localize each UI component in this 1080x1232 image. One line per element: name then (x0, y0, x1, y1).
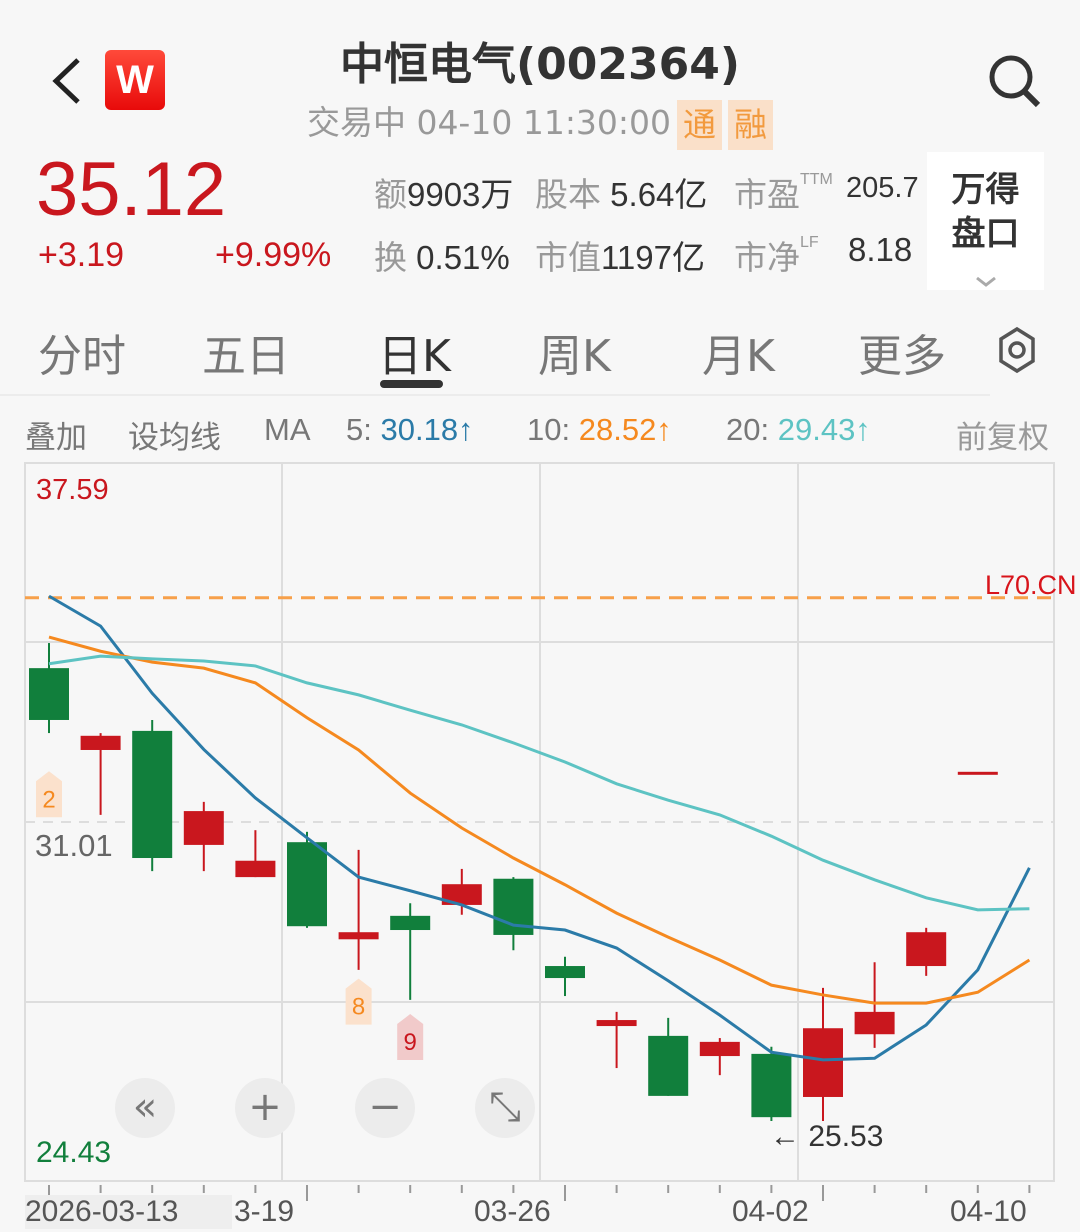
event-marker-badge (397, 1014, 424, 1061)
trading-status: 交易中 04-10 11:30:00 通融 (0, 96, 1080, 150)
candle-up (957, 771, 998, 775)
stat-pe-value: 205.7 (846, 172, 919, 204)
x-label: 04-02 (732, 1195, 809, 1228)
candle-down (132, 730, 173, 859)
price-change: +3.19 (38, 236, 125, 274)
stat-market-cap: 市值1197亿 (535, 239, 705, 276)
candle-up (596, 1020, 637, 1027)
event-marker-label: 9 (404, 1029, 417, 1056)
stat-pe: 市盈TTM (734, 171, 833, 213)
candle-up (338, 932, 379, 940)
status-text: 交易中 04-10 11:30:00 (306, 103, 672, 142)
min-price-label: 24.43 (36, 1136, 112, 1169)
max-price-label: 37.59 (36, 474, 109, 506)
divider (0, 394, 990, 396)
candle-down (648, 1035, 689, 1096)
stat-shares: 股本 5.64亿 (535, 176, 708, 213)
wind-logo[interactable]: W (105, 50, 165, 110)
tab-five-day[interactable]: 五日 (202, 331, 290, 382)
chevron-down-icon (975, 276, 996, 287)
ma-line-ma10 (48, 635, 1031, 1005)
zoom-out-button[interactable]: − (355, 1078, 415, 1138)
overlay-button[interactable]: 叠加 (25, 420, 87, 455)
candle-down (751, 1053, 792, 1118)
x-label: 04-10 (950, 1195, 1027, 1228)
low-marker: ← 25.53 (770, 1120, 884, 1153)
candle-down (287, 842, 327, 927)
tab-indicator (380, 380, 443, 388)
candle-down (29, 668, 69, 720)
mid-price-label: 31.01 (35, 828, 113, 863)
page-title: 中恒电气(002364) (340, 39, 740, 90)
candle-up (441, 884, 482, 905)
ma-line-ma5 (48, 594, 1031, 1062)
ma-line-ma20 (48, 654, 1030, 912)
stat-turnover: 换 0.51% (374, 239, 510, 276)
tag-rong[interactable]: 融 (728, 99, 774, 150)
tab-monthly-k[interactable]: 月K (702, 331, 775, 382)
ma20-readout: 20: 29.43↑ (726, 412, 871, 447)
search-icon[interactable] (986, 52, 1044, 110)
wind-pankou-button[interactable]: 万得 盘口 (927, 152, 1044, 290)
settings-icon[interactable] (996, 326, 1038, 374)
x-label-start: 2026-03-13 (25, 1195, 232, 1229)
candle-up (699, 1041, 740, 1057)
candle-up (183, 811, 224, 845)
stat-amount: 额9903万 (374, 176, 514, 213)
fullscreen-button[interactable]: ⤡ (475, 1078, 535, 1138)
back-icon[interactable] (50, 56, 84, 106)
set-ma-button[interactable]: 设均线 (128, 420, 221, 455)
candle-up (854, 1011, 895, 1035)
tab-intraday[interactable]: 分时 (38, 331, 126, 382)
tab-daily-k[interactable]: 日K (378, 331, 451, 382)
x-label: 3-19 (234, 1195, 295, 1228)
scroll-left-button[interactable]: « (115, 1078, 175, 1138)
candle-down (390, 915, 431, 931)
event-marker-badge (36, 771, 62, 818)
ma-label: MA (264, 412, 311, 447)
stat-pb: 市净LF (734, 234, 819, 276)
event-marker-label: 8 (352, 994, 365, 1021)
tag-tong[interactable]: 通 (677, 99, 723, 150)
candle-up (906, 932, 947, 967)
candle-up (235, 860, 276, 878)
ma5-readout: 5: 30.18↑ (346, 412, 474, 447)
tab-more[interactable]: 更多 (858, 331, 946, 382)
ma10-readout: 10: 28.52↑ (527, 412, 672, 447)
candle-up (803, 1028, 843, 1097)
candle-down (545, 966, 585, 979)
watermark: L70.CN (985, 570, 1077, 600)
tab-weekly-k[interactable]: 周K (538, 331, 611, 382)
event-marker-badge (345, 978, 372, 1025)
adjust-button[interactable]: 前复权 (956, 420, 1049, 455)
stat-pb-value: 8.18 (848, 231, 913, 268)
zoom-in-button[interactable]: + (235, 1078, 295, 1138)
price-change-pct: +9.99% (215, 236, 332, 274)
event-marker-label: 2 (42, 786, 55, 813)
candle-up (80, 735, 121, 750)
current-price: 35.12 (36, 147, 227, 232)
x-label: 03-26 (474, 1195, 551, 1228)
